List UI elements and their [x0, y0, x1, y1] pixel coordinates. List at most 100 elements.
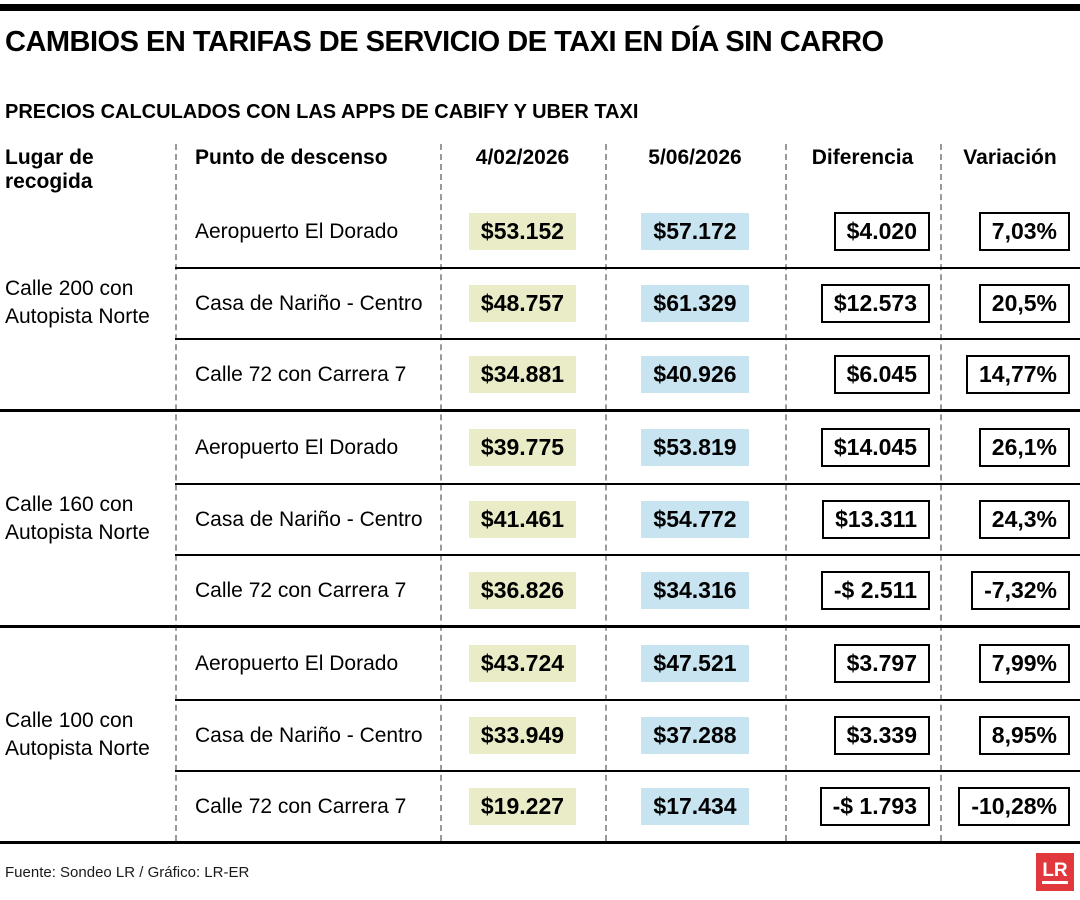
dropoff-cell: Calle 72 con Carrera 7	[175, 363, 440, 387]
price-jun-cell: $53.819	[605, 429, 785, 466]
price-jun-cell: $40.926	[605, 356, 785, 393]
variation-box: 20,5%	[978, 284, 1070, 323]
price-jun-cell: $47.521	[605, 645, 785, 682]
dropoff-cell: Calle 72 con Carrera 7	[175, 579, 440, 603]
dropoff-label: Aeropuerto El Dorado	[195, 651, 399, 675]
price-jun-highlight: $47.521	[641, 645, 749, 682]
header-dropoff: Punto de descenso	[195, 146, 388, 169]
column-divider	[940, 144, 942, 841]
page-subtitle: PRECIOS CALCULADOS CON LAS APPS DE CABIF…	[5, 101, 639, 123]
pickup-location: Calle 100 con Autopista Norte	[0, 628, 175, 841]
diff-box: $4.020	[833, 212, 930, 251]
price-jun-highlight: $54.772	[641, 501, 749, 538]
price-jun-highlight: $57.172	[641, 213, 749, 250]
price-jun-cell: $37.288	[605, 717, 785, 754]
price-jun-cell: $57.172	[605, 213, 785, 250]
header-date-feb: 4/02/2026	[475, 146, 570, 169]
dropoff-cell: Casa de Nariño - Centro	[175, 292, 440, 316]
table-row: Aeropuerto El Dorado $43.724 $47.521 $3.…	[175, 628, 1080, 699]
group-rows: Aeropuerto El Dorado $43.724 $47.521 $3.…	[175, 628, 1080, 841]
fare-table: Lugar de recogida Punto de descenso 4/02…	[0, 144, 1080, 844]
diff-cell: $4.020	[785, 212, 940, 251]
diff-cell: $12.573	[785, 284, 940, 323]
price-jun-highlight: $61.329	[641, 285, 749, 322]
variation-cell: 7,03%	[940, 212, 1080, 251]
lr-logo-text: LR	[1042, 861, 1068, 884]
diff-box: $12.573	[820, 284, 930, 323]
price-feb-highlight: $33.949	[468, 717, 577, 754]
dropoff-label: Casa de Nariño - Centro	[195, 723, 423, 747]
diff-box: $3.339	[833, 716, 930, 755]
header-variation: Variación	[963, 146, 1057, 169]
variation-box: 26,1%	[978, 428, 1070, 467]
variation-cell: 8,95%	[940, 716, 1080, 755]
dropoff-label: Aeropuerto El Dorado	[195, 219, 399, 243]
diff-box: $3.797	[833, 644, 930, 683]
dropoff-label: Casa de Nariño - Centro	[195, 291, 423, 315]
group-rows: Aeropuerto El Dorado $39.775 $53.819 $14…	[175, 412, 1080, 625]
table-group-calle-100: Calle 100 con Autopista Norte Aeropuerto…	[0, 625, 1080, 841]
table-header-row: Lugar de recogida Punto de descenso 4/02…	[0, 144, 1080, 196]
dropoff-cell: Casa de Nariño - Centro	[175, 724, 440, 748]
dropoff-label: Aeropuerto El Dorado	[195, 435, 399, 459]
pickup-location: Calle 200 con Autopista Norte	[0, 196, 175, 409]
price-feb-cell: $36.826	[440, 572, 605, 609]
pickup-label: Calle 160 con Autopista Norte	[5, 493, 150, 544]
diff-box: $6.045	[833, 355, 930, 394]
table-row: Casa de Nariño - Centro $41.461 $54.772 …	[175, 483, 1080, 554]
dropoff-cell: Aeropuerto El Dorado	[175, 220, 440, 244]
variation-box: 7,03%	[978, 212, 1070, 251]
price-feb-highlight: $53.152	[468, 213, 577, 250]
variation-cell: 24,3%	[940, 500, 1080, 539]
price-jun-highlight: $40.926	[641, 356, 749, 393]
price-feb-highlight: $39.775	[468, 429, 577, 466]
pickup-location: Calle 160 con Autopista Norte	[0, 412, 175, 625]
price-feb-cell: $34.881	[440, 356, 605, 393]
price-jun-cell: $34.316	[605, 572, 785, 609]
variation-cell: -10,28%	[940, 787, 1080, 826]
column-divider	[440, 144, 442, 841]
price-feb-cell: $19.227	[440, 788, 605, 825]
price-feb-highlight: $34.881	[468, 356, 577, 393]
price-feb-highlight: $36.826	[468, 572, 577, 609]
diff-box: $13.311	[822, 500, 930, 539]
price-feb-highlight: $41.461	[468, 501, 577, 538]
table-group-calle-200: Calle 200 con Autopista Norte Aeropuerto…	[0, 196, 1080, 409]
diff-cell: -$ 2.511	[785, 571, 940, 610]
lr-logo: LR	[1036, 853, 1074, 891]
price-jun-highlight: $53.819	[641, 429, 749, 466]
header-pickup: Lugar de recogida	[5, 146, 94, 194]
diff-cell: $3.339	[785, 716, 940, 755]
price-feb-cell: $43.724	[440, 645, 605, 682]
price-jun-cell: $17.434	[605, 788, 785, 825]
table-row: Aeropuerto El Dorado $39.775 $53.819 $14…	[175, 412, 1080, 483]
dropoff-cell: Casa de Nariño - Centro	[175, 508, 440, 532]
table-group-calle-160: Calle 160 con Autopista Norte Aeropuerto…	[0, 409, 1080, 625]
price-feb-cell: $41.461	[440, 501, 605, 538]
table-row: Calle 72 con Carrera 7 $34.881 $40.926 $…	[175, 338, 1080, 409]
price-jun-highlight: $34.316	[641, 572, 749, 609]
price-feb-highlight: $48.757	[468, 285, 577, 322]
column-divider	[175, 144, 177, 841]
variation-cell: 14,77%	[940, 355, 1080, 394]
price-jun-highlight: $37.288	[641, 717, 749, 754]
header-date-jun: 5/06/2026	[648, 146, 742, 169]
source-credit: Fuente: Sondeo LR / Gráfico: LR-ER	[5, 863, 250, 881]
dropoff-cell: Aeropuerto El Dorado	[175, 652, 440, 676]
dropoff-cell: Aeropuerto El Dorado	[175, 436, 440, 460]
price-feb-cell: $33.949	[440, 717, 605, 754]
table-row: Casa de Nariño - Centro $48.757 $61.329 …	[175, 267, 1080, 338]
variation-cell: -7,32%	[940, 571, 1080, 610]
variation-box: 14,77%	[965, 355, 1070, 394]
variation-box: 7,99%	[978, 644, 1070, 683]
column-dividers	[0, 144, 1080, 841]
dropoff-label: Calle 72 con Carrera 7	[195, 362, 407, 386]
diff-cell: $13.311	[785, 500, 940, 539]
column-divider	[785, 144, 787, 841]
price-feb-highlight: $19.227	[468, 788, 577, 825]
dropoff-label: Casa de Nariño - Centro	[195, 507, 423, 531]
pickup-label: Calle 200 con Autopista Norte	[5, 277, 150, 328]
page-title: CAMBIOS EN TARIFAS DE SERVICIO DE TAXI E…	[5, 26, 884, 58]
table-row: Aeropuerto El Dorado $53.152 $57.172 $4.…	[175, 196, 1080, 267]
variation-cell: 7,99%	[940, 644, 1080, 683]
